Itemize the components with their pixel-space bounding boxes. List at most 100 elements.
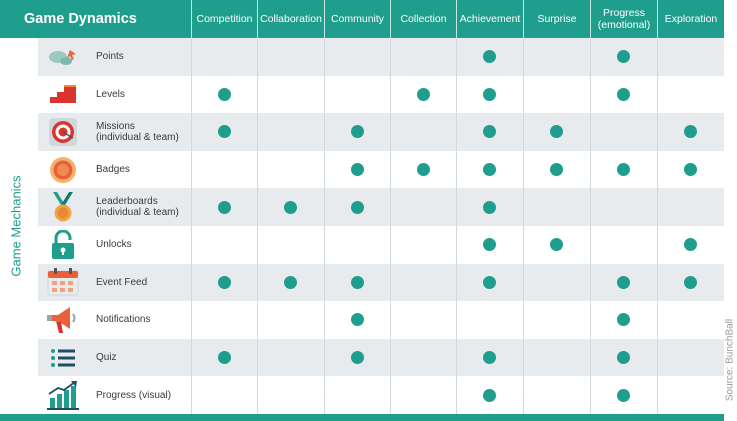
relation-dot bbox=[483, 200, 496, 214]
matrix-cell bbox=[590, 226, 657, 264]
matrix-cell bbox=[257, 301, 324, 339]
matrix-cell bbox=[523, 38, 590, 76]
matrix-cell bbox=[191, 301, 257, 339]
matrix-cell bbox=[456, 301, 523, 339]
matrix-cell bbox=[590, 151, 657, 189]
matrix-cell bbox=[324, 76, 390, 114]
matrix-cell bbox=[390, 264, 456, 302]
mechanic-label: Event Feed bbox=[96, 264, 226, 302]
matrix-cell bbox=[390, 188, 456, 226]
side-label: Game Mechanics bbox=[8, 175, 24, 277]
mechanic-name: Progress (visual) bbox=[96, 389, 172, 401]
relation-dot bbox=[217, 275, 231, 289]
matrix-cell bbox=[657, 301, 724, 339]
mechanic-label: Levels bbox=[96, 76, 226, 114]
mechanic-name: Badges bbox=[96, 164, 130, 176]
column-header: Community bbox=[324, 0, 390, 38]
column-header-label: Collection bbox=[400, 13, 447, 25]
relation-dot bbox=[284, 200, 297, 214]
mechanic-name: Leaderboards bbox=[96, 196, 158, 208]
matrix-cell bbox=[257, 151, 324, 189]
source-credit: Source: BunchBall bbox=[724, 318, 736, 402]
matrix-cell bbox=[456, 76, 523, 114]
relation-dot bbox=[217, 351, 231, 365]
matrix-cell bbox=[191, 151, 257, 189]
bottom-bar bbox=[0, 414, 724, 421]
mechanic-label: Notifications bbox=[96, 301, 226, 339]
matrix-cell bbox=[324, 339, 390, 377]
relation-dot bbox=[284, 275, 297, 289]
matrix-cell bbox=[191, 339, 257, 377]
matrix-cell bbox=[523, 226, 590, 264]
page-title: Game Dynamics bbox=[24, 11, 137, 27]
matrix-cell bbox=[257, 76, 324, 114]
matrix-cell bbox=[523, 339, 590, 377]
mechanic-row: Badges bbox=[38, 151, 724, 189]
relation-dot bbox=[483, 50, 496, 64]
matrix-cell bbox=[390, 226, 456, 264]
notifications-icon bbox=[38, 301, 88, 339]
relation-dot bbox=[550, 125, 563, 139]
relation-dot bbox=[350, 313, 364, 327]
matrix-cell bbox=[590, 301, 657, 339]
matrix-cell bbox=[523, 151, 590, 189]
relation-dot bbox=[684, 163, 697, 177]
mechanic-row: Missions (individual & team) bbox=[38, 113, 724, 151]
column-divider bbox=[590, 38, 591, 414]
column-header-label: Progress bbox=[602, 7, 645, 19]
column-header-label: Community bbox=[330, 13, 385, 25]
mechanic-label: Progress (visual) bbox=[96, 376, 226, 414]
relation-dot bbox=[416, 163, 430, 177]
matrix-cell bbox=[456, 151, 523, 189]
column-divider bbox=[390, 38, 391, 414]
column-header-label: Achievement bbox=[459, 13, 521, 25]
matrix-cell bbox=[590, 264, 657, 302]
matrix-cell bbox=[590, 113, 657, 151]
matrix-cell bbox=[657, 113, 724, 151]
matrix-cell bbox=[191, 188, 257, 226]
badges-icon bbox=[38, 151, 88, 189]
matrix-cell bbox=[523, 301, 590, 339]
leaderboards-icon bbox=[38, 188, 88, 226]
mechanic-row: Points bbox=[38, 38, 724, 76]
matrix-cell bbox=[657, 264, 724, 302]
matrix-cell bbox=[257, 339, 324, 377]
relation-dot bbox=[217, 87, 231, 101]
mechanic-label: Missions (individual & team) bbox=[96, 113, 226, 151]
matrix-cell bbox=[523, 264, 590, 302]
matrix-cell bbox=[523, 376, 590, 414]
matrix-cell bbox=[456, 376, 523, 414]
mechanic-name: Unlocks bbox=[96, 239, 132, 251]
matrix-cell bbox=[657, 151, 724, 189]
column-divider bbox=[257, 38, 258, 414]
matrix-cell bbox=[390, 38, 456, 76]
column-header-label: Exploration bbox=[664, 13, 718, 25]
relation-dot bbox=[684, 238, 697, 252]
relation-dot bbox=[217, 125, 231, 139]
mechanic-label: Unlocks bbox=[96, 226, 226, 264]
matrix-cell bbox=[523, 113, 590, 151]
matrix-cell bbox=[456, 113, 523, 151]
matrix-cell bbox=[191, 38, 257, 76]
matrix-cell bbox=[523, 76, 590, 114]
mechanic-row: Unlocks bbox=[38, 226, 724, 264]
mechanic-row: Levels bbox=[38, 76, 724, 114]
relation-dot bbox=[684, 125, 697, 139]
matrix-cell bbox=[257, 188, 324, 226]
mechanic-label: Points bbox=[96, 38, 226, 76]
matrix-cell bbox=[657, 226, 724, 264]
matrix-cell bbox=[257, 38, 324, 76]
matrix-cell bbox=[390, 376, 456, 414]
matrix-cell bbox=[456, 339, 523, 377]
mechanic-name: Quiz bbox=[96, 352, 117, 364]
relation-dot bbox=[350, 275, 364, 289]
matrix-cell bbox=[324, 113, 390, 151]
column-header: Collaboration bbox=[257, 0, 324, 38]
column-header-label: Surprise bbox=[537, 13, 577, 25]
matrix-cell bbox=[324, 151, 390, 189]
mechanic-row: Notifications bbox=[38, 301, 724, 339]
column-header: Competition bbox=[191, 0, 257, 38]
relation-dot bbox=[483, 388, 496, 402]
matrix-cell bbox=[590, 339, 657, 377]
relation-dot bbox=[617, 351, 630, 365]
